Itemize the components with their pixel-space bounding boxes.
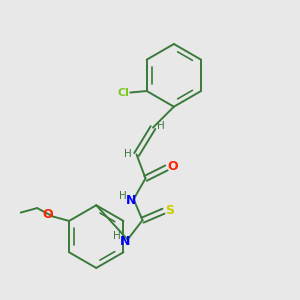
Text: O: O xyxy=(42,208,52,221)
Text: Cl: Cl xyxy=(118,88,130,98)
Text: S: S xyxy=(165,204,174,217)
Text: H: H xyxy=(124,149,132,160)
Text: N: N xyxy=(126,194,137,207)
Text: N: N xyxy=(120,235,131,248)
Text: H: H xyxy=(113,231,120,241)
Text: H: H xyxy=(158,121,165,131)
Text: O: O xyxy=(167,160,178,173)
Text: H: H xyxy=(119,191,127,201)
